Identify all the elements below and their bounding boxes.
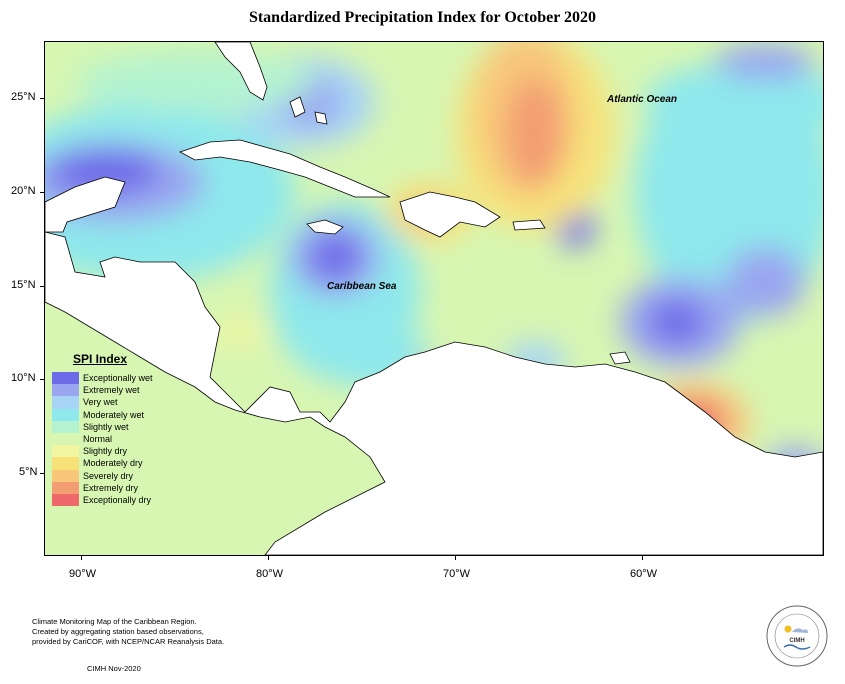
- legend-label: Extremely wet: [83, 385, 140, 396]
- lat-label-20n: 20°N: [11, 185, 36, 197]
- lon-label-90w: 90°W: [69, 568, 97, 580]
- lat-tick: [40, 192, 44, 193]
- legend-item: Severely dry: [52, 469, 162, 482]
- spi-map: [44, 41, 824, 556]
- logo-text: CIMH: [789, 638, 804, 644]
- legend-item: Exceptionally dry: [52, 493, 162, 507]
- lon-tick: [268, 555, 269, 560]
- legend-swatch: [52, 408, 79, 421]
- legend-swatch: [52, 420, 79, 433]
- spi-map-canvas: [45, 42, 823, 555]
- legend-label: Moderately wet: [83, 409, 145, 420]
- footer-line: Created by aggregating station based obs…: [32, 627, 204, 636]
- lat-label-25n: 25°N: [11, 91, 36, 103]
- caribbean-sea-label: Caribbean Sea: [327, 281, 397, 292]
- lon-label-80w: 80°W: [256, 568, 284, 580]
- legend-swatch: [52, 384, 79, 397]
- legend-label: Moderately dry: [83, 458, 143, 469]
- lat-label-10n: 10°N: [11, 372, 36, 384]
- footer-date: CIMH Nov-2020: [87, 664, 141, 673]
- legend-swatch: [52, 481, 79, 494]
- lon-tick: [642, 555, 643, 560]
- legend-item: Slightly dry: [52, 445, 162, 458]
- legend-rows: Exceptionally wet Extremely wet Very wet Mo…: [52, 372, 162, 507]
- legend-item: Moderately dry: [52, 457, 162, 470]
- legend-label: Very wet: [83, 397, 118, 408]
- legend-swatch: [52, 445, 79, 458]
- lat-tick: [40, 473, 44, 474]
- lat-tick: [40, 286, 44, 287]
- cloud-icon: [792, 628, 808, 633]
- map-title: Standardized Precipitation Index for Oct…: [248, 9, 597, 26]
- footer-notes: Climate Monitoring Map of the Caribbean …: [32, 617, 224, 647]
- legend-label: Severely dry: [83, 470, 134, 481]
- legend-item: Moderately wet: [52, 408, 162, 421]
- legend-label: Normal: [83, 434, 113, 445]
- legend-label: Extremely dry: [83, 482, 139, 493]
- lon-label-60w: 60°W: [630, 568, 658, 580]
- land-outlines: [45, 42, 823, 555]
- lat-label-15n: 15°N: [11, 279, 36, 291]
- footer-line: provided by CariCOF, with NCEP/NCAR Rean…: [32, 637, 225, 646]
- legend-label: Slightly dry: [83, 446, 128, 457]
- legend-item: Very wet: [52, 396, 162, 409]
- lon-tick: [81, 555, 82, 560]
- legend-label: Exceptionally dry: [83, 494, 152, 505]
- legend-item: Extremely dry: [52, 481, 162, 494]
- legend-item: Slightly wet: [52, 420, 162, 433]
- legend-swatch: [52, 432, 79, 446]
- legend-label: Exceptionally wet: [83, 373, 153, 384]
- lat-tick: [40, 98, 44, 99]
- legend-swatch: [52, 396, 79, 409]
- wave-icon: [783, 644, 811, 650]
- legend-swatch: [52, 469, 79, 482]
- lon-tick: [455, 555, 456, 560]
- cimh-logo: CIMH: [766, 605, 828, 667]
- lon-label-70w: 70°W: [443, 568, 471, 580]
- legend-swatch: [52, 372, 79, 385]
- legend-swatch: [52, 493, 79, 507]
- lat-tick: [40, 379, 44, 380]
- legend-label: Slightly wet: [83, 421, 129, 432]
- legend-swatch: [52, 457, 79, 470]
- legend-item: Normal: [52, 432, 162, 446]
- atlantic-ocean-label: Atlantic Ocean: [607, 94, 678, 105]
- sun-icon: [784, 625, 792, 633]
- legend-item: Exceptionally wet: [52, 372, 162, 385]
- legend-item: Extremely wet: [52, 384, 162, 397]
- spi-legend: SPI Index Exceptionally wet Extremely wet…: [52, 352, 162, 507]
- lat-label-5n: 5°N: [19, 466, 38, 478]
- footer-line: Climate Monitoring Map of the Caribbean …: [32, 617, 197, 626]
- legend-title: SPI Index: [73, 352, 128, 366]
